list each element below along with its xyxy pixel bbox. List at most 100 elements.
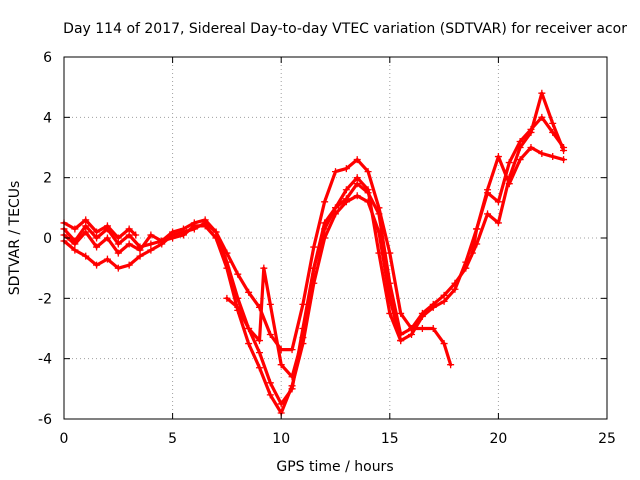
data-point	[468, 249, 476, 257]
data-point	[114, 234, 122, 242]
data-point	[136, 243, 144, 251]
x-tick-label: 20	[489, 431, 507, 447]
data-point	[342, 198, 350, 206]
data-point	[342, 186, 350, 194]
data-point	[310, 264, 318, 272]
y-tick-label: 4	[43, 110, 52, 126]
data-point	[255, 337, 263, 345]
data-point	[255, 349, 263, 357]
data-point	[299, 300, 307, 308]
data-point	[549, 119, 557, 127]
data-point	[527, 125, 535, 133]
data-point	[440, 297, 448, 305]
data-point	[494, 219, 502, 227]
data-point	[223, 264, 231, 272]
series-line-sat-b	[62, 158, 453, 367]
data-point	[277, 361, 285, 369]
data-point	[299, 334, 307, 342]
data-point	[114, 249, 122, 257]
series-layer	[60, 89, 568, 417]
data-point	[429, 325, 437, 332]
data-point	[429, 303, 437, 311]
data-point	[266, 331, 274, 339]
data-point	[71, 237, 79, 245]
x-tick-label: 5	[168, 431, 177, 447]
data-point	[103, 255, 111, 263]
data-point	[125, 231, 133, 239]
data-point	[223, 294, 231, 302]
data-point	[212, 234, 220, 242]
y-tick-label: -6	[38, 412, 52, 428]
series-markers-sat-e	[223, 174, 405, 381]
data-point	[560, 144, 568, 151]
data-point	[440, 291, 448, 299]
data-point	[332, 168, 339, 176]
data-point	[418, 325, 426, 332]
data-point	[125, 225, 133, 233]
data-point	[494, 198, 502, 206]
y-tick-label: 0	[43, 231, 52, 247]
data-point	[136, 252, 144, 260]
data-point	[103, 234, 111, 242]
data-point	[245, 325, 253, 332]
data-point	[82, 222, 90, 230]
data-point	[364, 186, 372, 194]
data-point	[527, 144, 535, 151]
data-point	[71, 246, 79, 254]
data-point	[332, 204, 339, 212]
data-point	[190, 222, 198, 230]
x-tick-label: 0	[60, 431, 69, 447]
data-point	[114, 264, 122, 272]
data-point	[538, 89, 546, 97]
data-point	[266, 379, 274, 387]
data-point	[353, 174, 361, 182]
data-point	[82, 216, 90, 224]
data-point	[201, 222, 209, 230]
data-point	[397, 337, 405, 345]
data-point	[484, 186, 492, 194]
data-point	[447, 361, 455, 369]
data-point	[375, 249, 383, 257]
x-tick-label: 10	[272, 431, 290, 447]
data-point	[494, 153, 502, 161]
axis-ticks: 0 5 10 15 20 25 -6 -4 -2 0 2 4 6	[38, 50, 616, 447]
data-point	[147, 231, 155, 239]
data-point	[386, 309, 394, 317]
data-point	[266, 300, 274, 308]
data-point	[353, 156, 361, 164]
data-point	[234, 303, 242, 311]
data-point	[353, 192, 361, 200]
data-point	[93, 261, 101, 269]
series-markers-sat-f	[468, 144, 568, 257]
data-point	[549, 128, 557, 136]
data-point	[560, 156, 568, 164]
data-point	[245, 340, 253, 348]
data-point	[473, 225, 481, 233]
data-point	[462, 258, 470, 266]
data-point	[255, 364, 263, 372]
y-tick-label: 6	[43, 50, 52, 66]
data-point	[114, 240, 122, 248]
series-line-sat-e	[225, 176, 403, 379]
grid	[64, 57, 607, 419]
y-tick-label: -2	[38, 291, 52, 307]
data-point	[288, 382, 296, 390]
data-point	[310, 243, 318, 251]
data-point	[147, 240, 155, 248]
data-point	[451, 285, 459, 293]
data-point	[288, 373, 296, 381]
data-point	[505, 180, 513, 188]
series-line-sat-f	[470, 145, 566, 255]
data-point	[440, 340, 448, 348]
series-line-sat-a	[62, 218, 138, 240]
data-point	[418, 312, 426, 320]
data-point	[82, 252, 90, 260]
data-point	[408, 331, 416, 339]
data-point	[260, 264, 268, 272]
plot-frame	[63, 56, 608, 420]
data-point	[103, 225, 111, 233]
data-point	[93, 234, 101, 242]
y-tick-label: -4	[38, 352, 52, 368]
data-point	[549, 153, 557, 161]
